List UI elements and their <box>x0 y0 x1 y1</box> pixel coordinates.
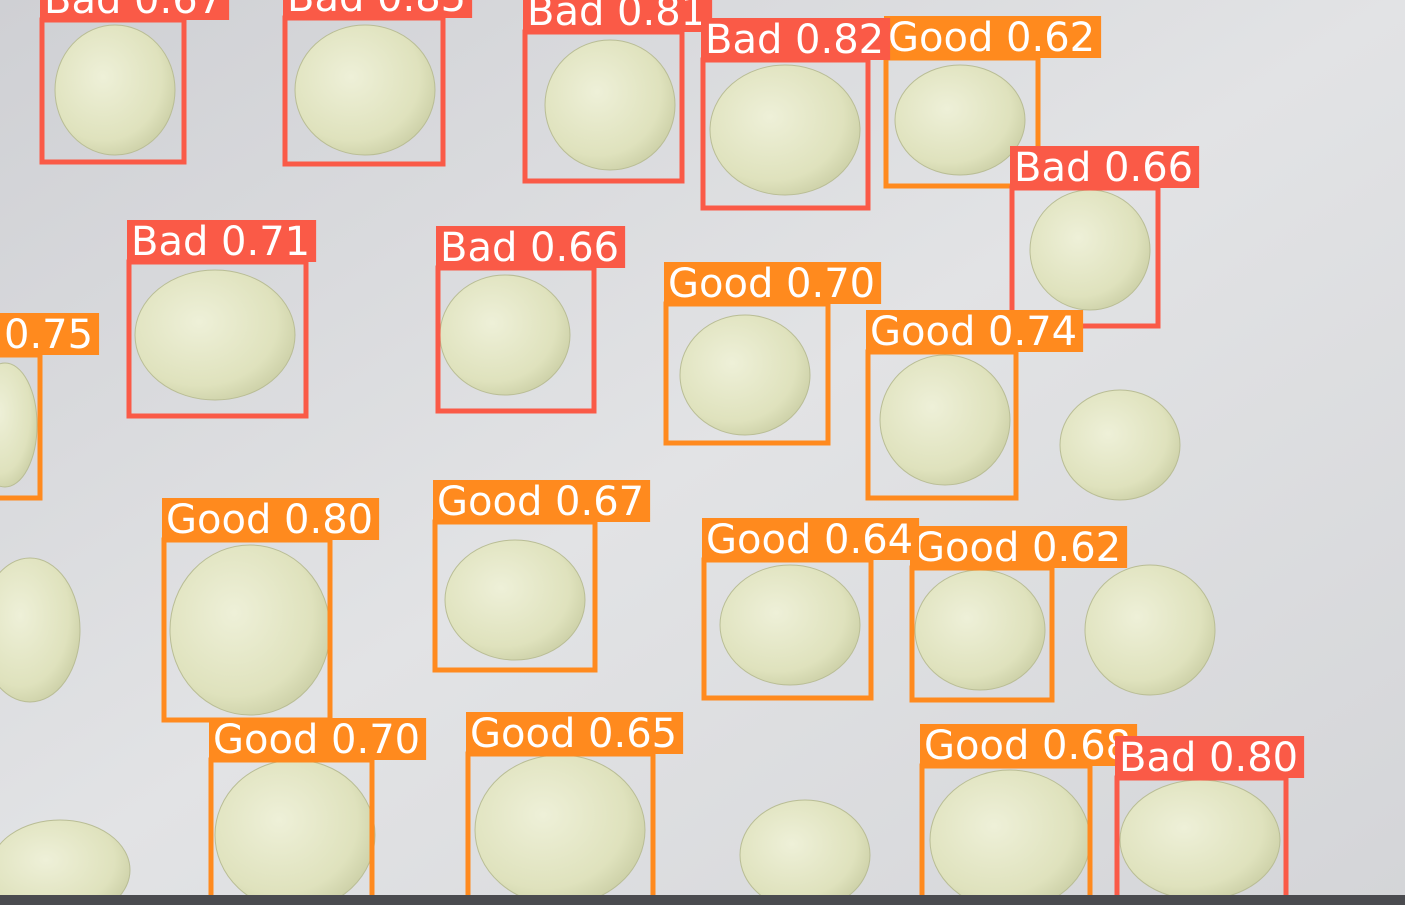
detection-label: Good 0.74 <box>870 309 1077 355</box>
corn-kernel <box>544 39 676 171</box>
label-background <box>436 226 626 268</box>
corn-kernel <box>1119 779 1281 901</box>
detection-label: Good 0.80 <box>166 497 373 543</box>
detection-label: Bad 0.71 <box>131 219 310 265</box>
detection-label: Bad 0.66 <box>1014 145 1193 191</box>
corn-kernel <box>739 799 871 905</box>
corn-kernel <box>914 569 1046 691</box>
corn-kernel <box>1084 564 1216 696</box>
corn-kernel <box>709 64 861 196</box>
corn-kernel <box>294 24 436 156</box>
corn-kernel <box>169 544 331 716</box>
label-background <box>920 724 1138 766</box>
detection-label: Good 0.68 <box>924 723 1131 769</box>
detection-label: Good 0.67 <box>437 479 644 525</box>
detection-label: Bad 0.81 <box>527 0 706 35</box>
corn-kernel <box>439 274 571 396</box>
label-background <box>283 0 473 18</box>
label-background <box>702 518 920 560</box>
label-background <box>664 262 882 304</box>
detection-label: Good 0.62 <box>914 525 1121 571</box>
label-background <box>884 16 1102 58</box>
kernels <box>0 24 1281 905</box>
label-background <box>466 712 684 754</box>
corn-kernel <box>474 754 646 905</box>
detection-label: Good 0.62 <box>888 15 1095 61</box>
corn-kernel <box>444 539 586 661</box>
corn-kernel <box>719 564 861 686</box>
detection-label: Bad 0.80 <box>1119 735 1298 781</box>
detection-label: Bad 0.66 <box>440 225 619 271</box>
corn-kernel <box>54 24 176 156</box>
bottom-bar <box>0 895 1405 905</box>
detection-label: Bad 0.82 <box>705 17 884 63</box>
label-background <box>701 18 891 60</box>
label-background <box>127 220 317 262</box>
corn-kernel <box>134 269 296 401</box>
label-background <box>910 526 1128 568</box>
corn-kernel <box>214 759 376 905</box>
label-background <box>0 313 100 355</box>
detection-label: Bad 0.67 <box>44 0 223 23</box>
corn-kernel <box>679 314 811 436</box>
detection-label: 0.75 <box>4 312 93 358</box>
detection-label: Bad 0.85 <box>287 0 466 21</box>
label-background <box>40 0 230 20</box>
detection-label: Good 0.64 <box>706 517 913 563</box>
label-background <box>523 0 713 32</box>
label-background <box>1115 736 1305 778</box>
detection-label: Good 0.65 <box>470 711 677 757</box>
label-background <box>209 718 427 760</box>
bounding-box <box>0 352 43 501</box>
corn-kernel <box>879 354 1011 486</box>
corn-kernel <box>929 769 1091 905</box>
corn-kernel <box>0 819 131 905</box>
label-background <box>1010 146 1200 188</box>
corn-kernel <box>1059 389 1181 501</box>
corn-kernel <box>894 64 1026 176</box>
label-background <box>433 480 651 522</box>
detection-label: Good 0.70 <box>213 717 420 763</box>
label-background <box>866 310 1084 352</box>
corn-kernel <box>1029 189 1151 311</box>
detection-label: Good 0.70 <box>668 261 875 307</box>
corn-kernel <box>0 362 38 488</box>
label-background <box>162 498 380 540</box>
corn-kernel <box>0 557 81 703</box>
